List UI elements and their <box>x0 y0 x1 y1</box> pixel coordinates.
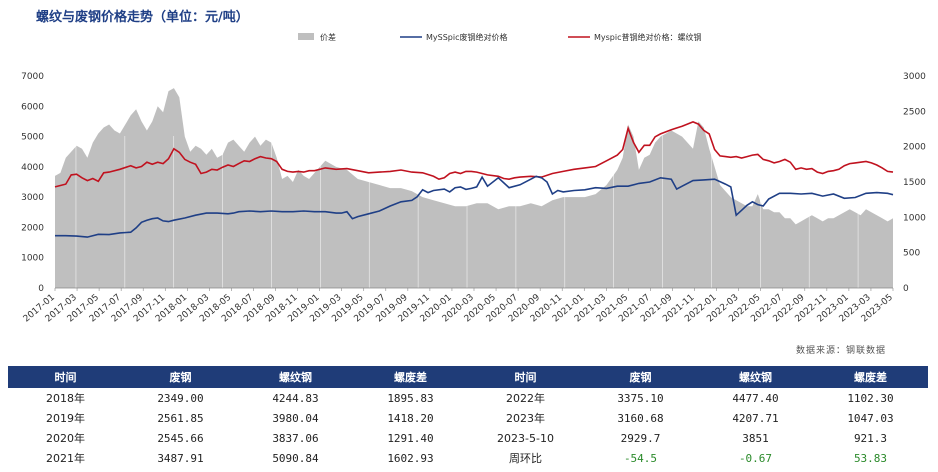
right-tick-label: 3000 <box>903 72 926 82</box>
table-cell: 3160.68 <box>617 411 664 425</box>
legend: 价差 MySSpic废钢绝对价格 Myspic普钢绝对价格：螺纹钢 <box>298 32 702 42</box>
table-cell: 2545.66 <box>157 431 204 445</box>
series-scrap-line <box>55 175 894 238</box>
table-cell: 4477.40 <box>732 391 779 405</box>
left-tick-label: 4000 <box>21 163 44 173</box>
legend-label: MySSpic废钢绝对价格 <box>426 32 508 42</box>
table-cell: 1895.83 <box>387 391 434 405</box>
table-cell: 2020年 <box>46 432 85 445</box>
table-header-cell: 螺废差 <box>813 366 928 388</box>
table-cell: 4244.83 <box>272 391 319 405</box>
table-cell: 1047.03 <box>847 411 894 425</box>
table-cell: 2929.7 <box>620 431 661 445</box>
table-row: 2020年 2545.66 3837.06 1291.40 2023-5-10 2929.… <box>8 428 928 448</box>
series-diff-area <box>55 88 893 288</box>
series-rebar-line <box>54 121 894 188</box>
table-cell: 2349.00 <box>157 391 204 405</box>
price-chart: 价差 MySSpic废钢绝对价格 Myspic普钢绝对价格：螺纹钢 0 1000 200… <box>21 32 926 324</box>
table-cell: 3851 <box>742 431 769 445</box>
legend-swatch <box>298 33 314 40</box>
table-cell: 3837.06 <box>272 431 319 445</box>
legend-label: Myspic普钢绝对价格：螺纹钢 <box>594 32 702 42</box>
right-tick-label: 1000 <box>903 213 926 223</box>
table-cell: 1102.30 <box>847 391 894 405</box>
table-cell: 2019年 <box>46 412 85 425</box>
left-tick-label: 2000 <box>21 223 44 233</box>
table-header-cell: 废钢 <box>583 366 698 388</box>
table-cell: 2561.85 <box>157 411 204 425</box>
right-tick-label: 2000 <box>903 143 926 153</box>
table-cell: 2023-5-10 <box>497 431 554 445</box>
left-tick-label: 6000 <box>21 102 44 112</box>
table-cell: 3375.10 <box>617 391 664 405</box>
table-header-cell: 时间 <box>8 366 123 388</box>
table-cell: 4207.71 <box>732 411 779 425</box>
table-cell: 53.83 <box>853 451 888 465</box>
table-cell: -0.67 <box>738 451 773 465</box>
right-tick-label: 2500 <box>903 107 926 117</box>
left-tick-label: 0 <box>38 284 44 294</box>
table-cell: 5090.84 <box>272 451 319 465</box>
table-cell: 921.3 <box>853 431 888 445</box>
left-axis: 0 1000 2000 3000 4000 5000 6000 7000 <box>21 72 44 294</box>
x-axis: 2017-012017-032017-052017-072017-092017-… <box>22 288 895 324</box>
right-tick-label: 500 <box>903 249 920 259</box>
left-tick-label: 1000 <box>21 254 44 264</box>
right-tick-label: 0 <box>903 284 909 294</box>
table-cell: 2021年 <box>46 452 85 465</box>
table-cell: -54.5 <box>623 451 658 465</box>
left-tick-label: 7000 <box>21 72 44 82</box>
left-tick-label: 3000 <box>21 193 44 203</box>
table-header-cell: 废钢 <box>123 366 238 388</box>
table-body: 2018年 2349.00 4244.83 1895.83 2022年 3375.10 44… <box>8 388 928 468</box>
price-summary-table: 时间 废钢 螺纹钢 螺废差 时间 废钢 螺纹钢 螺废差 2018年 2349.00 4244.83… <box>8 366 928 468</box>
table-header-cell: 螺废差 <box>353 366 468 388</box>
table-header-cell: 时间 <box>468 366 583 388</box>
table-row: 2018年 2349.00 4244.83 1895.83 2022年 3375.10 44… <box>8 388 928 408</box>
table-cell: 1602.93 <box>387 451 434 465</box>
data-source: 数据来源：钢联数据 <box>795 346 886 356</box>
left-tick-label: 5000 <box>21 133 44 143</box>
table-cell: 周环比 <box>509 452 542 465</box>
table-header-cell: 螺纹钢 <box>698 366 813 388</box>
chart-title: 螺纹与废钢价格走势（单位：元/吨） <box>36 10 249 25</box>
plot-area <box>54 88 894 289</box>
right-axis: 0 500 1000 1500 2000 2500 3000 <box>903 72 926 294</box>
table-header-cell: 螺纹钢 <box>238 366 353 388</box>
table-cell: 1291.40 <box>387 431 434 445</box>
table-header-row: 时间 废钢 螺纹钢 螺废差 时间 废钢 螺纹钢 螺废差 <box>8 366 928 388</box>
table-cell: 2023年 <box>506 412 545 425</box>
table-cell: 3487.91 <box>157 451 204 465</box>
table-row: 2019年 2561.85 3980.04 1418.20 2023年 3160.68 42… <box>8 408 928 428</box>
right-tick-label: 1500 <box>903 178 926 188</box>
table-cell: 3980.04 <box>272 411 319 425</box>
table-cell: 1418.20 <box>387 411 434 425</box>
table-cell: 2018年 <box>46 392 85 405</box>
table-cell: 2022年 <box>506 392 545 405</box>
legend-label: 价差 <box>320 32 336 42</box>
table-row: 2021年 3487.91 5090.84 1602.93 周环比 -54.5 -0.67 5… <box>8 448 928 468</box>
